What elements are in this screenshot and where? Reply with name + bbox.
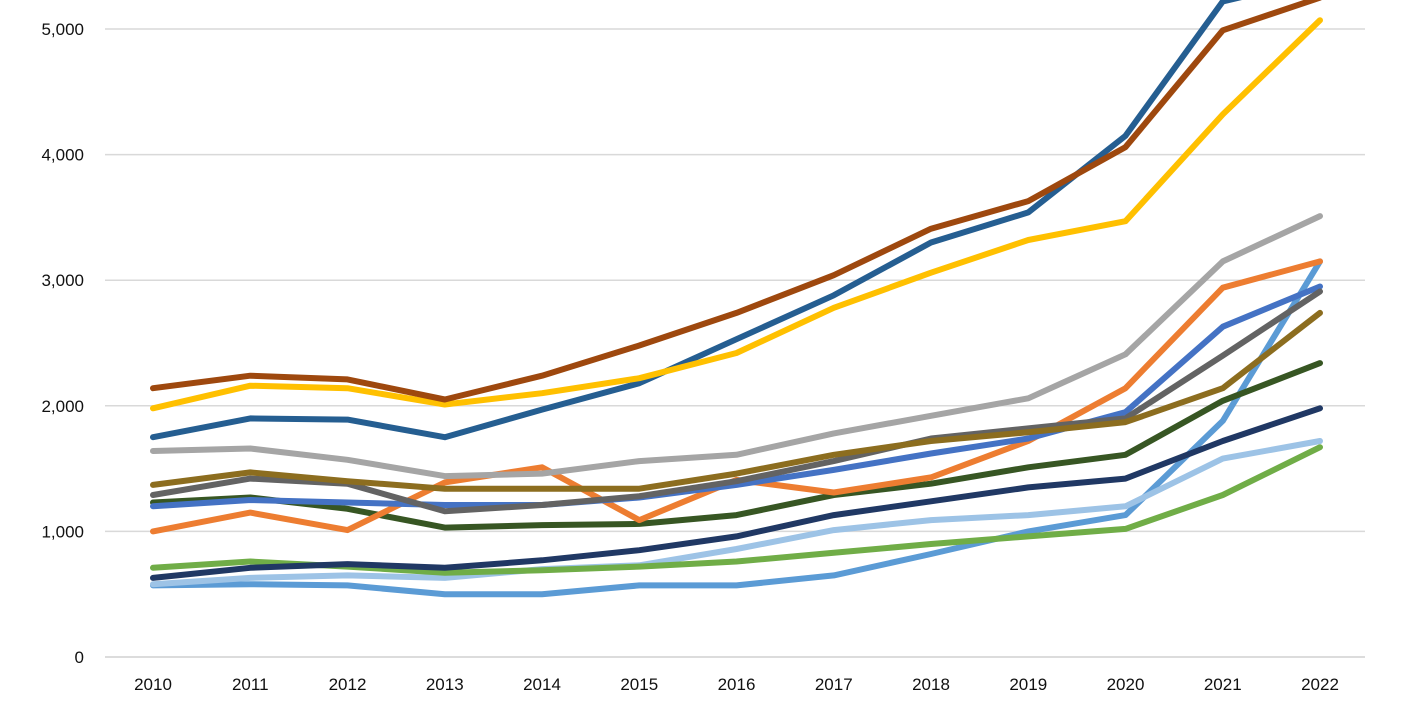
- x-tick-label: 2015: [620, 675, 658, 694]
- y-tick-label: 5,000: [41, 20, 84, 39]
- series-line-12: [150, 17, 1323, 412]
- x-tick-label: 2010: [134, 675, 172, 694]
- series-line-10: [150, 213, 1323, 480]
- series-line-11: [150, 0, 1243, 441]
- series-lines: [150, 0, 1323, 598]
- x-tick-label: 2014: [523, 675, 561, 694]
- series-line-1: [150, 258, 1323, 598]
- gridlines: [105, 28, 1365, 658]
- x-tick-label: 2013: [426, 675, 464, 694]
- x-tick-label: 2011: [232, 675, 269, 694]
- y-tick-label: 0: [75, 648, 84, 667]
- series-line-2: [150, 438, 1323, 588]
- x-tick-label: 2016: [718, 675, 756, 694]
- y-tick-label: 4,000: [41, 146, 84, 165]
- y-tick-label: 3,000: [41, 271, 84, 290]
- x-tick-label: 2019: [1009, 675, 1047, 694]
- series-line-3: [150, 444, 1323, 576]
- x-axis-tick-labels: 2010 2011 2012 2013 2014 2015 2016 2017 2018 2019…: [134, 675, 1339, 694]
- y-axis-tick-labels: 0 1,000 2,000 3,000 4,000 5,000: [41, 20, 84, 667]
- series-line-7: [150, 283, 1323, 510]
- x-tick-label: 2017: [815, 675, 853, 694]
- x-tick-label: 2012: [329, 675, 367, 694]
- y-tick-label: 2,000: [41, 397, 84, 416]
- x-tick-label: 2018: [912, 675, 950, 694]
- series-line-5: [150, 360, 1323, 531]
- y-tick-label: 1,000: [41, 522, 84, 541]
- x-tick-label: 2022: [1301, 675, 1339, 694]
- series-line-4: [150, 405, 1323, 581]
- series-line-9: [150, 309, 1323, 492]
- x-tick-label: 2020: [1107, 675, 1145, 694]
- x-tick-label: 2021: [1204, 675, 1242, 694]
- series-line-13: [150, 0, 1322, 403]
